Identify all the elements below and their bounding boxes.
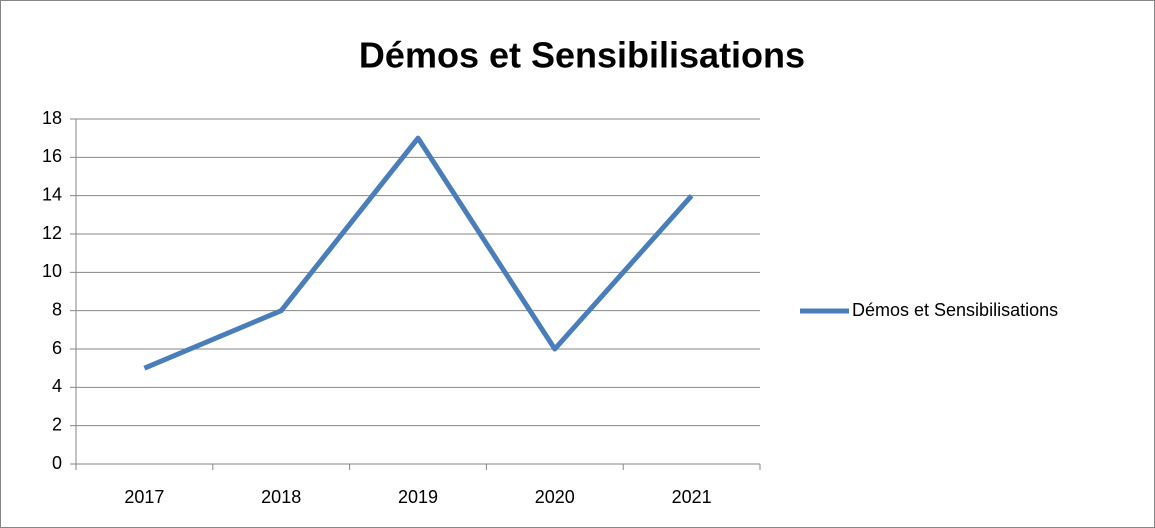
- y-tick-label: 2: [52, 414, 62, 434]
- x-tick-label: 2018: [261, 487, 301, 507]
- chart-title: Démos et Sensibilisations: [359, 35, 805, 76]
- y-tick-label: 6: [52, 338, 62, 358]
- data-line: [143, 135, 694, 371]
- y-tick-label: 10: [42, 261, 62, 281]
- x-tick-label: 2017: [124, 487, 164, 507]
- y-tick-label: 4: [52, 376, 62, 396]
- legend-label: Démos et Sensibilisations: [852, 300, 1058, 320]
- x-tick-label: 2020: [535, 487, 575, 507]
- y-tick-label: 8: [52, 299, 62, 319]
- x-tick-label: 2021: [672, 487, 712, 507]
- y-tick-label: 16: [42, 146, 62, 166]
- y-tick-label: 18: [42, 108, 62, 128]
- y-tick-label: 12: [42, 223, 62, 243]
- y-tick-label: 0: [52, 453, 62, 473]
- y-tick-label: 14: [42, 184, 62, 204]
- x-tick-label: 2019: [398, 487, 438, 507]
